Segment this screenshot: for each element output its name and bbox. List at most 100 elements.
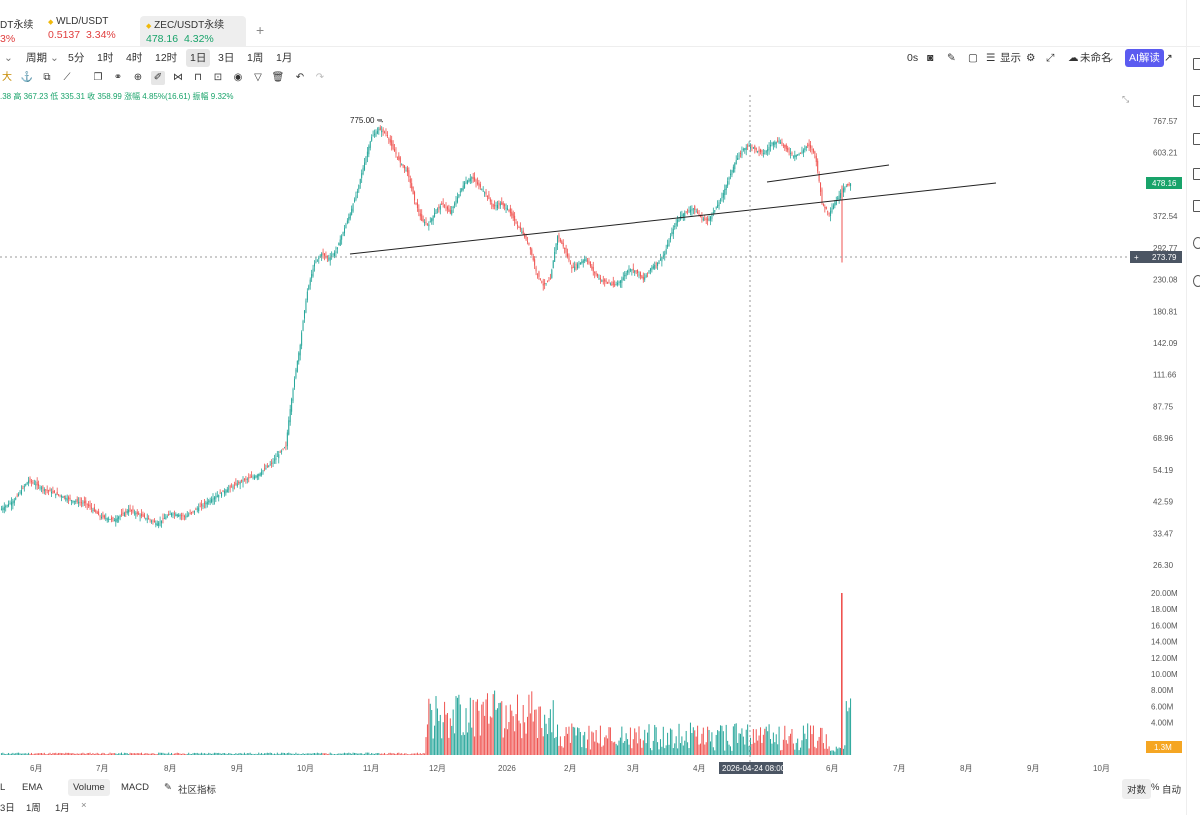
cloud-icon[interactable]: ☁	[1068, 52, 1079, 64]
candle-body	[551, 269, 553, 278]
candle-body	[65, 497, 67, 500]
volume-bar	[595, 730, 597, 755]
volume-bar	[818, 736, 820, 755]
volume-bar	[334, 754, 336, 755]
duplicate-icon[interactable]: ⧉	[43, 72, 51, 83]
expand-icon[interactable]: ⤡	[1122, 95, 1129, 104]
pattern-icon[interactable]: ⋈	[173, 72, 183, 83]
price-chart[interactable]: 775.00 → ⤡ 767.57 603.21 372.54 292.77 230.0…	[0, 95, 1186, 775]
volume-bar	[56, 753, 58, 755]
range-1w[interactable]: 1周	[26, 803, 41, 814]
volume-bar	[704, 744, 706, 755]
candle-body	[50, 491, 52, 494]
layout-icon[interactable]: ▢	[968, 52, 978, 64]
percent-scale-toggle[interactable]: %	[1151, 782, 1160, 793]
range-1mo[interactable]: 1月	[55, 803, 70, 814]
period-label[interactable]: 周期	[26, 52, 47, 64]
ai-analysis-button[interactable]: AI解读	[1125, 49, 1164, 67]
interval-5m[interactable]: 5分	[68, 52, 85, 64]
candle-body	[644, 277, 646, 280]
document-icon[interactable]	[1193, 58, 1200, 70]
interval-1mo[interactable]: 1月	[276, 52, 293, 64]
volume-bar	[537, 738, 539, 755]
volume-bar	[319, 753, 321, 755]
chevron-down-icon[interactable]: ⌄	[50, 52, 59, 64]
brush-icon[interactable]: ✐	[151, 71, 165, 85]
volume-bar	[192, 753, 194, 755]
calendar-icon[interactable]	[1193, 168, 1200, 180]
volume-bar	[33, 753, 35, 755]
candle-body	[239, 482, 241, 485]
candle-body	[502, 202, 504, 206]
candle-body	[521, 232, 523, 233]
globe-icon[interactable]	[1193, 275, 1200, 287]
display-icon[interactable]: ☰	[986, 52, 996, 64]
candle-body	[98, 511, 100, 516]
share-icon[interactable]: ↗	[1164, 52, 1173, 64]
volume-bar	[109, 752, 111, 755]
trash-icon[interactable]: 🗑	[271, 72, 285, 83]
interval-3d[interactable]: 3日	[218, 52, 235, 64]
volume-bar	[266, 752, 268, 755]
candle-body	[349, 213, 351, 219]
indicator-ema[interactable]: EMA	[22, 782, 43, 793]
camera-icon[interactable]: ◙	[927, 52, 934, 64]
add-tab-button[interactable]: +	[256, 22, 265, 38]
interval-1h[interactable]: 1时	[97, 52, 114, 64]
lock-icon[interactable]: ⊓	[194, 72, 202, 83]
interval-4h[interactable]: 4时	[126, 52, 143, 64]
calculator-icon[interactable]	[1193, 133, 1200, 145]
trendline[interactable]	[766, 164, 890, 183]
layout-name[interactable]: 未命名	[1080, 52, 1112, 64]
candle-body	[705, 218, 707, 220]
indicator-volume[interactable]: Volume	[68, 779, 110, 796]
pencil-icon[interactable]: ✎	[947, 52, 956, 64]
tab-zec-usdt-perp[interactable]: ◆ ZEC/USDT永续 478.16 4.32%	[140, 16, 246, 46]
interval-1w[interactable]: 1周	[247, 52, 264, 64]
indicator-macd[interactable]: MACD	[121, 782, 149, 793]
volume-bar	[52, 752, 54, 755]
magnet-icon[interactable]: ⚓	[20, 72, 34, 83]
edit-icon[interactable]: ⊡	[213, 72, 223, 83]
document-icon[interactable]	[1193, 95, 1200, 107]
filter-icon[interactable]: ▽	[254, 72, 262, 83]
tab-wld-usdt[interactable]: ◆ WLD/USDT 0.5137 3.34%	[48, 16, 138, 46]
display-label[interactable]: 显示	[1000, 52, 1021, 64]
volume-bar	[545, 723, 547, 755]
undo-icon[interactable]: ↶	[295, 72, 305, 83]
volume-bar	[632, 739, 634, 755]
close-icon[interactable]: ×	[81, 800, 87, 811]
redo-icon[interactable]: ↷	[315, 72, 325, 83]
chevron-down-icon[interactable]: ⌄	[1106, 52, 1115, 64]
volume-bar	[506, 729, 508, 755]
chevron-down-icon[interactable]: ⌄	[4, 52, 13, 64]
candle-body	[56, 492, 58, 495]
eye-icon[interactable]	[1193, 237, 1200, 249]
candle-body	[442, 202, 444, 204]
text-size-icon[interactable]: 大	[2, 72, 12, 83]
candle-body	[138, 513, 140, 515]
volume-bar	[139, 753, 141, 755]
candle-body	[764, 153, 766, 155]
link-icon[interactable]: ⚭	[113, 72, 123, 83]
eye-icon[interactable]: ◉	[233, 72, 243, 83]
candle-body	[698, 213, 700, 216]
trendline[interactable]	[349, 182, 997, 255]
auto-scale-toggle[interactable]: 自动	[1162, 785, 1182, 796]
interval-1d[interactable]: 1日	[186, 49, 211, 67]
fullscreen-icon[interactable]: ⤢	[1046, 52, 1055, 64]
log-scale-toggle[interactable]: 对数	[1122, 779, 1152, 799]
interval-12h[interactable]: 12时	[155, 52, 178, 64]
range-3d[interactable]: 3日	[0, 803, 15, 814]
ruler-icon[interactable]: ⟋	[63, 72, 71, 83]
copy-icon[interactable]: ❐	[93, 72, 103, 83]
settings-icon[interactable]: ⚙	[1026, 52, 1036, 64]
briefcase-icon[interactable]	[1193, 200, 1200, 212]
community-indicators[interactable]: 社区指标	[178, 785, 217, 796]
tab-dt-perp[interactable]: DT永续 3%	[0, 16, 40, 46]
indicator-l[interactable]: L	[0, 782, 6, 793]
candle-body	[425, 221, 427, 223]
candle-body	[717, 204, 719, 208]
zoom-icon[interactable]: ⊕	[133, 72, 143, 83]
edit-icon[interactable]: ✎	[164, 782, 172, 793]
